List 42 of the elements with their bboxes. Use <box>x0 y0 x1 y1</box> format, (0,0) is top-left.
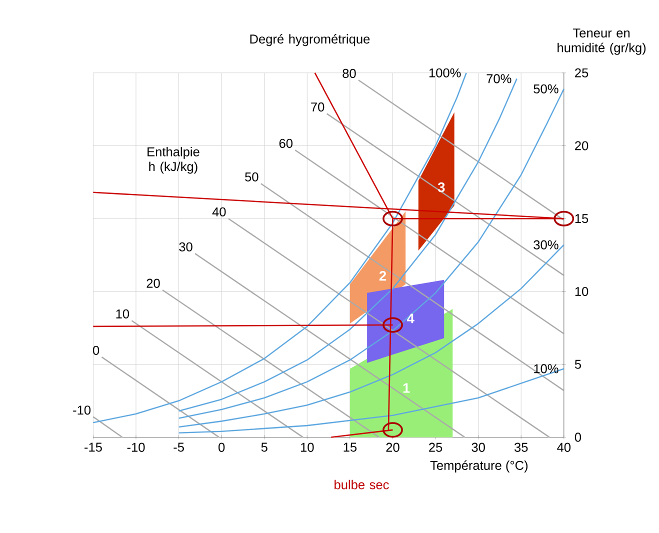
x-tick-label: 5 <box>261 442 268 452</box>
series-label: 40 <box>212 208 226 217</box>
x-tick-label: 0 <box>218 442 225 452</box>
text: Degré hygrométrique <box>250 34 370 46</box>
text: bulbe sec <box>334 480 389 490</box>
x-tick-label: 40 <box>557 442 571 452</box>
annotation: Enthalpie h (kJ/kg) <box>148 147 200 174</box>
series-label: 50 <box>245 172 258 182</box>
y-tick-label: 15 <box>575 214 588 224</box>
series-label: 3 <box>438 182 445 192</box>
x-tick-label: -10 <box>127 442 145 452</box>
x-tick-label: 30 <box>472 442 485 452</box>
series-label: 30% <box>534 240 558 250</box>
series-label: 0 <box>92 346 100 356</box>
series-label: 30 <box>179 242 192 252</box>
y-tick-label: 20 <box>575 141 588 150</box>
x-tick-label: -15 <box>84 442 102 452</box>
x-tick-label: -5 <box>174 442 184 452</box>
x-tick-label: 15 <box>344 442 357 452</box>
series-label: 4 <box>406 314 414 324</box>
series-label: 60 <box>279 139 293 148</box>
y-tick-label: 0 <box>574 432 582 442</box>
series-label: 70% <box>486 74 512 84</box>
y-axis-title: Teneur en humidité (gr/kg) <box>558 28 646 55</box>
series-label: 10% <box>534 364 558 374</box>
x-tick-label: 20 <box>386 442 400 452</box>
series-label: 70 <box>311 102 324 112</box>
series-label: 2 <box>379 271 386 281</box>
series-label: 10 <box>116 310 130 319</box>
x-tick-label: 10 <box>301 442 314 452</box>
series-label: 80 <box>342 69 356 78</box>
y-tick-label: 5 <box>574 360 581 369</box>
series-label: 20 <box>146 278 160 288</box>
y-tick-label: 10 <box>575 287 588 296</box>
x-axis-title: Température (°C) <box>430 460 528 473</box>
x-tick-label: 25 <box>429 442 442 452</box>
series-label: 50% <box>534 84 558 94</box>
series-label: 1 <box>403 383 410 393</box>
x-tick-label: 35 <box>514 442 528 452</box>
series-label: 100% <box>429 68 461 78</box>
series-label: -10 <box>73 406 91 415</box>
y-tick-label: 25 <box>575 68 588 78</box>
